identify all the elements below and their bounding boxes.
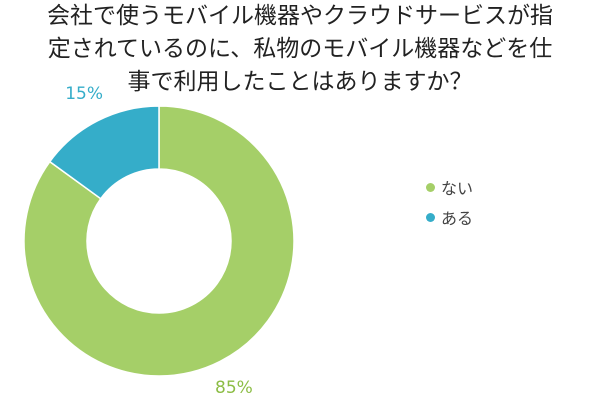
- title-line-2: 定されているのに、私物のモバイル機器などを仕: [47, 36, 553, 62]
- legend-item-aru: ある: [426, 202, 473, 232]
- chart-title: 会社で使うモバイル機器やクラウドサービスが指 定されているのに、私物のモバイル機…: [0, 0, 600, 99]
- title-line-1: 会社で使うモバイル機器やクラウドサービスが指: [47, 3, 553, 29]
- legend-label-aru: ある: [441, 209, 474, 228]
- legend-swatch-aru: [426, 212, 435, 222]
- legend-swatch-nai: [426, 182, 435, 192]
- data-label-nai: 85%: [215, 378, 253, 398]
- legend-label-nai: ない: [441, 179, 474, 198]
- legend-item-nai: ない: [426, 172, 473, 202]
- slice-aru: [48, 105, 160, 200]
- legend: ない ある: [426, 172, 473, 232]
- data-label-aru: 15%: [65, 84, 103, 104]
- title-line-3: 事で利用したことはありますか？: [127, 69, 473, 95]
- slice-nai: [23, 105, 295, 377]
